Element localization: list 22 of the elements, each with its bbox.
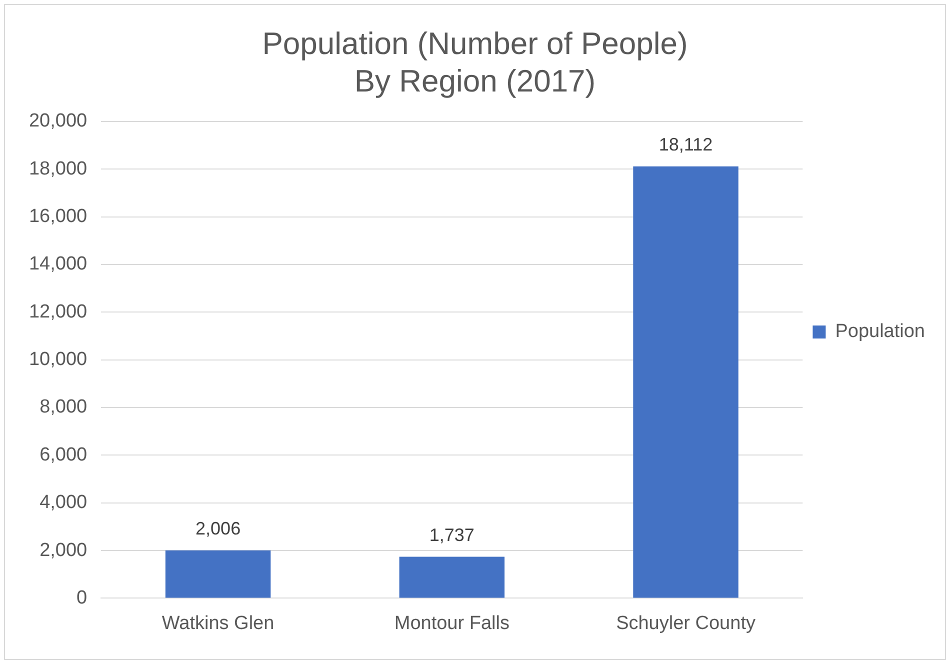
data-label: 18,112 — [658, 134, 713, 154]
bar — [165, 550, 271, 598]
x-tick-label: Schuyler County — [616, 612, 756, 634]
y-tick-label: 6,000 — [40, 444, 88, 466]
y-tick-label: 18,000 — [28, 158, 88, 180]
data-label: 1,737 — [429, 524, 474, 545]
y-tick-label: 16,000 — [28, 206, 88, 227]
bar — [399, 556, 505, 598]
y-tick-label: 8,000 — [40, 396, 88, 418]
y-tick-label: 12,000 — [28, 301, 88, 322]
y-tick-label: 4,000 — [40, 492, 88, 514]
y-tick-label: 20,000 — [28, 110, 88, 132]
legend-label: Population — [835, 321, 925, 342]
y-tick-label: 10,000 — [28, 349, 88, 370]
chart-title: Population (Number of People) By Region (2017) — [262, 26, 688, 98]
y-tick-label: 2,000 — [40, 540, 88, 561]
data-label: 2,006 — [196, 518, 241, 538]
x-tick-label: Watkins Glen — [162, 612, 274, 634]
y-tick-label: 14,000 — [28, 254, 88, 275]
x-tick-label: Montour Falls — [394, 612, 510, 634]
bar — [633, 166, 738, 598]
y-tick-label: 0 — [76, 587, 88, 608]
